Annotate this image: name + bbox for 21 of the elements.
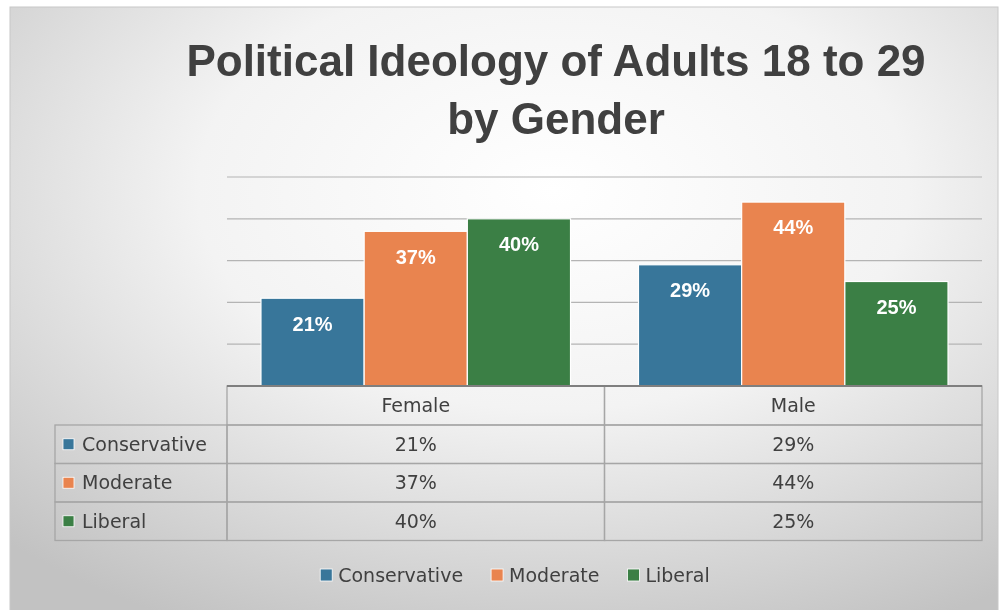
data-label: 40%	[394, 509, 437, 532]
data-label: 44%	[772, 471, 815, 494]
chart-title: Political Ideology of Adults 18 to 29 by Gender	[186, 36, 926, 143]
data-label: 21%	[394, 432, 437, 455]
x-tick-label: Male	[770, 394, 816, 416]
text: Moderate	[82, 471, 173, 494]
text: 37%	[395, 245, 436, 268]
text: Conservative	[338, 563, 464, 586]
data-label: 29%	[772, 432, 815, 455]
data-label: 25%	[772, 509, 815, 532]
text: 25%	[876, 295, 917, 318]
legend-label: Conservative	[82, 432, 207, 455]
text: 21%	[292, 312, 333, 335]
text: 40%	[498, 233, 539, 256]
x-tick-label: Female	[381, 394, 451, 416]
data-label: 37%	[394, 471, 437, 494]
text: 29%	[670, 279, 711, 302]
legend-label: Liberal	[645, 563, 710, 586]
legend-label: Moderate	[509, 563, 600, 586]
text: 44%	[773, 216, 814, 239]
text: Liberal	[82, 509, 147, 532]
